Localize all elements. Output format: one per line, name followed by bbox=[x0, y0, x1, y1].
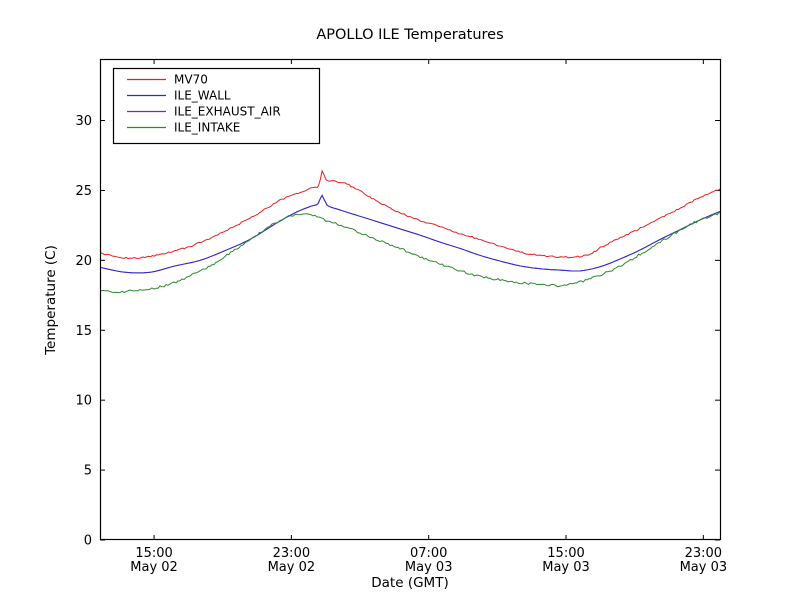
chart-title: APOLLO ILE Temperatures bbox=[316, 27, 503, 43]
x-tick-label-date: May 02 bbox=[130, 560, 178, 575]
legend-box bbox=[112, 67, 321, 145]
x-tick-label-time: 07:00 bbox=[410, 546, 447, 561]
x-tick-label-time: 23:00 bbox=[685, 546, 722, 561]
legend-label: ILE_WALL bbox=[174, 89, 231, 103]
plot-area-border bbox=[99, 58, 722, 541]
x-axis-label: Date (GMT) bbox=[371, 575, 448, 591]
series-line-ile_exhaust_air bbox=[99, 194, 721, 274]
x-tick-label-time: 15:00 bbox=[135, 546, 172, 561]
data-series bbox=[99, 169, 721, 294]
legend-label: ILE_INTAKE bbox=[174, 121, 240, 135]
y-axis-label: Temperature (C) bbox=[43, 245, 59, 356]
legend: MV70 ILE_WALL ILE_EXHAUST_AIR ILE_INTAKE bbox=[112, 67, 321, 145]
y-tick-label: 5 bbox=[84, 464, 92, 479]
x-tick-label-time: 23:00 bbox=[273, 546, 310, 561]
series-line-ile_wall bbox=[99, 194, 721, 274]
y-tick-label: 15 bbox=[75, 324, 92, 339]
y-tick-label: 20 bbox=[75, 254, 92, 269]
legend-label: ILE_EXHAUST_AIR bbox=[174, 105, 281, 119]
series-line-mv70 bbox=[99, 169, 721, 260]
x-tick-label-date: May 03 bbox=[542, 560, 590, 575]
legend-label: MV70 bbox=[174, 73, 208, 87]
y-tick-label: 25 bbox=[75, 184, 92, 199]
x-tick-label-date: May 03 bbox=[405, 560, 453, 575]
y-tick-label: 0 bbox=[84, 534, 92, 549]
y-tick-label: 10 bbox=[75, 394, 92, 409]
x-tick-label-date: May 03 bbox=[680, 560, 728, 575]
x-tick-label-date: May 02 bbox=[268, 560, 316, 575]
series-line-ile_intake bbox=[99, 211, 721, 294]
x-tick-label-time: 15:00 bbox=[547, 546, 584, 561]
y-tick-label: 30 bbox=[75, 114, 92, 129]
